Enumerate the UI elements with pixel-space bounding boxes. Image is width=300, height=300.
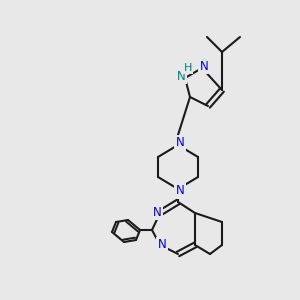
Text: N: N [177, 70, 185, 83]
Text: N: N [176, 136, 184, 149]
Text: N: N [158, 238, 166, 251]
Text: H: H [184, 63, 192, 73]
Text: N: N [153, 206, 161, 218]
Text: N: N [200, 59, 208, 73]
Text: N: N [176, 184, 184, 197]
